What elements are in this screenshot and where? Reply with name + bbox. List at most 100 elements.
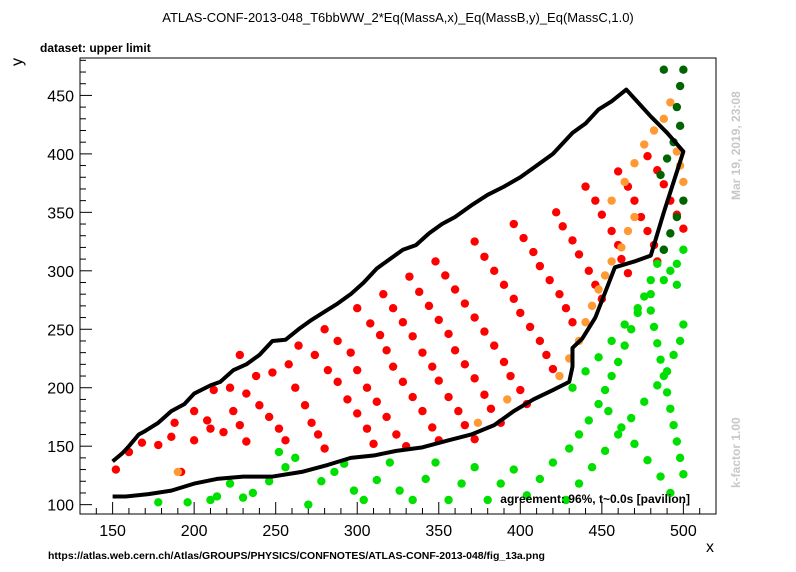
- red-point: [320, 444, 329, 453]
- green-point: [666, 266, 675, 275]
- red-point: [343, 395, 352, 404]
- red-point: [561, 304, 571, 313]
- red-point: [623, 268, 633, 278]
- darkgreen-point: [672, 102, 682, 112]
- green-point: [679, 470, 688, 479]
- green-point: [372, 475, 381, 485]
- green-point: [646, 275, 655, 285]
- red-point: [209, 385, 218, 395]
- red-point: [264, 412, 274, 422]
- green-point: [607, 336, 616, 346]
- red-point: [490, 266, 499, 275]
- green-point: [421, 474, 430, 484]
- x-tick-label: 400: [507, 523, 534, 540]
- red-point: [219, 427, 228, 437]
- red-point: [388, 362, 398, 371]
- green-point: [630, 439, 639, 449]
- red-point: [584, 266, 593, 275]
- red-point: [206, 424, 215, 433]
- green-point: [565, 444, 574, 453]
- red-point: [424, 301, 434, 311]
- red-point: [392, 430, 401, 439]
- axis-ticks: 150 200 250 300 350 400 450 500 100 150 200 250 300 3…: [47, 59, 717, 540]
- red-point: [408, 332, 417, 341]
- green-point: [640, 397, 649, 406]
- green-point: [607, 371, 616, 381]
- x-tick-label: 450: [588, 523, 615, 540]
- y-tick-label: 250: [47, 322, 74, 339]
- x-tick-label: 250: [262, 523, 289, 540]
- green-point: [669, 420, 678, 430]
- green-point: [656, 355, 665, 364]
- red-point: [333, 336, 342, 346]
- green-point: [666, 404, 675, 413]
- red-point: [353, 304, 362, 313]
- green-point: [581, 367, 590, 376]
- green-point: [385, 458, 395, 467]
- orange-point: [620, 177, 629, 187]
- green-point: [646, 289, 655, 299]
- red-point: [607, 226, 616, 236]
- orange-point: [587, 301, 597, 311]
- green-point: [291, 453, 300, 463]
- red-point: [418, 406, 427, 416]
- red-point: [574, 250, 584, 259]
- y-tick-label: 200: [47, 381, 74, 398]
- red-point: [137, 438, 147, 447]
- red-point: [659, 180, 669, 189]
- red-point: [490, 341, 499, 350]
- red-point: [346, 348, 355, 357]
- red-point: [274, 424, 284, 433]
- darkgreen-point: [659, 65, 669, 74]
- green-point: [509, 465, 518, 474]
- darkgreen-point: [675, 121, 685, 131]
- red-point: [542, 350, 551, 360]
- red-point: [369, 439, 378, 449]
- green-point: [672, 280, 682, 290]
- orange-point: [630, 212, 639, 222]
- green-point: [248, 488, 258, 498]
- y-axis-label: y: [9, 58, 26, 66]
- red-point: [480, 252, 489, 261]
- green-point: [238, 493, 248, 502]
- green-point: [264, 477, 274, 486]
- darkgreen-point: [675, 81, 685, 91]
- green-point: [395, 486, 404, 495]
- red-point: [242, 389, 251, 398]
- green-point: [600, 446, 610, 456]
- red-point: [516, 385, 525, 395]
- red-point: [415, 287, 424, 297]
- green-point: [225, 479, 235, 488]
- red-point: [379, 289, 388, 299]
- x-tick-label: 200: [181, 523, 208, 540]
- red-point: [545, 275, 554, 285]
- green-point: [206, 495, 215, 505]
- red-point: [643, 226, 652, 236]
- orange-point: [594, 285, 603, 294]
- red-point: [470, 237, 479, 246]
- red-point: [284, 360, 293, 369]
- red-point: [294, 341, 303, 350]
- darkgreen-point: [679, 65, 688, 74]
- red-point: [506, 371, 515, 381]
- green-point: [653, 381, 662, 390]
- green-point: [653, 259, 662, 268]
- green-point: [627, 413, 636, 423]
- red-point: [255, 401, 264, 410]
- green-point: [669, 350, 678, 360]
- red-point: [499, 280, 509, 290]
- red-point: [291, 383, 300, 392]
- green-point: [600, 385, 610, 395]
- red-point: [486, 404, 496, 413]
- red-point: [434, 315, 443, 325]
- red-point: [362, 383, 372, 392]
- orange-point: [173, 467, 183, 477]
- red-point: [460, 360, 470, 369]
- red-point: [630, 196, 639, 205]
- red-point: [320, 325, 329, 334]
- y-tick-label: 150: [47, 439, 74, 456]
- darkgreen-point: [659, 245, 669, 254]
- green-point: [672, 437, 682, 446]
- red-point: [679, 224, 688, 233]
